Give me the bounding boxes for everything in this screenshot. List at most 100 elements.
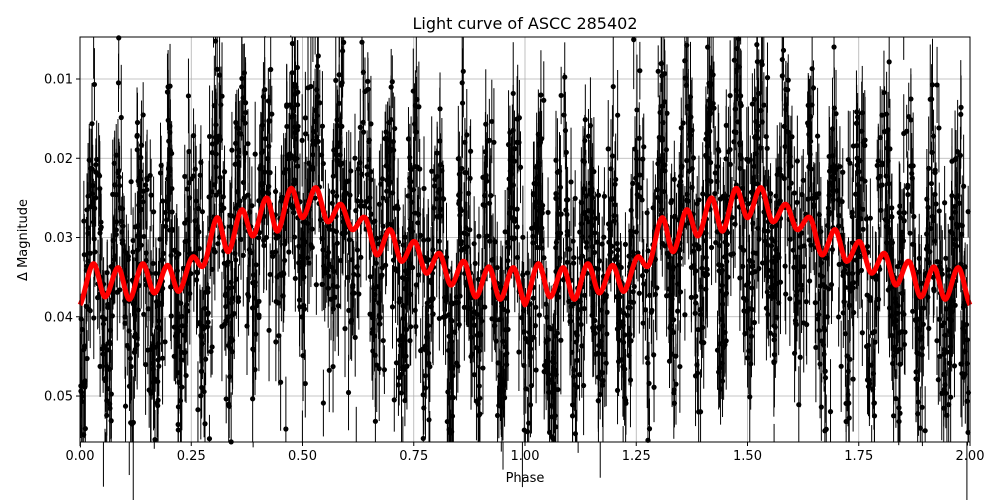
marker [521,427,527,433]
marker [81,252,87,258]
data-point [749,73,755,135]
marker [494,412,501,419]
data-point [786,133,793,243]
marker [184,186,190,192]
data-point [360,85,367,179]
marker [813,344,819,351]
marker [668,322,674,328]
data-point [369,265,376,370]
data-point [889,173,895,242]
data-point [326,328,332,413]
marker [915,399,922,405]
data-point [417,138,423,200]
data-point [206,414,213,442]
data-point [352,113,358,203]
marker [785,129,791,135]
marker [269,249,275,256]
marker [482,304,488,310]
marker [475,276,482,282]
data-point [536,284,542,346]
marker [300,219,306,225]
marker [520,272,526,278]
marker [92,205,98,211]
data-point [426,373,432,442]
marker [928,180,935,187]
marker [85,193,91,199]
marker [245,192,251,198]
data-point [410,48,416,134]
marker [942,200,948,206]
marker [252,151,258,157]
data-point [962,324,968,424]
marker [572,195,578,202]
marker [962,371,968,377]
marker [670,274,676,280]
marker [326,367,332,373]
marker [120,223,126,229]
marker [393,360,400,366]
marker [379,265,385,271]
marker [376,201,383,207]
marker [610,83,616,90]
marker [758,59,765,65]
marker [291,234,298,240]
marker [190,133,197,139]
marker [396,374,402,381]
data-point [163,181,169,272]
marker [633,229,639,235]
data-point [926,116,932,221]
marker [167,83,173,89]
data-point [636,102,642,175]
data-point [158,135,164,196]
marker [690,155,696,161]
data-point [273,302,279,382]
marker [389,304,396,310]
data-point [767,308,773,358]
marker [78,388,84,394]
marker [590,325,596,331]
marker [601,193,608,199]
marker [516,349,522,355]
data-point [348,132,354,210]
marker [688,264,695,271]
marker [158,162,164,169]
marker [208,348,214,355]
data-point [162,317,168,367]
marker [181,332,187,338]
marker [747,394,753,400]
marker [840,169,846,175]
marker [945,267,951,273]
marker [958,104,964,110]
marker [196,229,202,235]
marker [541,97,547,103]
data-point [195,361,201,442]
data-point [391,368,397,432]
marker [206,436,213,442]
marker [333,77,339,83]
marker [963,321,970,328]
marker [104,398,110,404]
marker [655,68,661,74]
marker [372,218,378,224]
marker [84,355,90,362]
marker [484,233,490,239]
data-point [491,88,497,197]
marker [955,193,961,199]
marker [696,197,702,203]
marker [735,119,741,125]
marker [294,102,301,108]
marker [130,301,136,307]
data-point [533,336,539,404]
marker [845,263,851,269]
marker [785,77,791,83]
marker [491,139,497,145]
data-point [958,75,964,140]
marker [627,305,633,311]
marker [97,363,103,369]
data-point [847,268,853,343]
marker [545,209,551,216]
marker [240,252,246,258]
data-point [601,167,608,226]
data-point [677,320,683,413]
marker [881,89,887,96]
